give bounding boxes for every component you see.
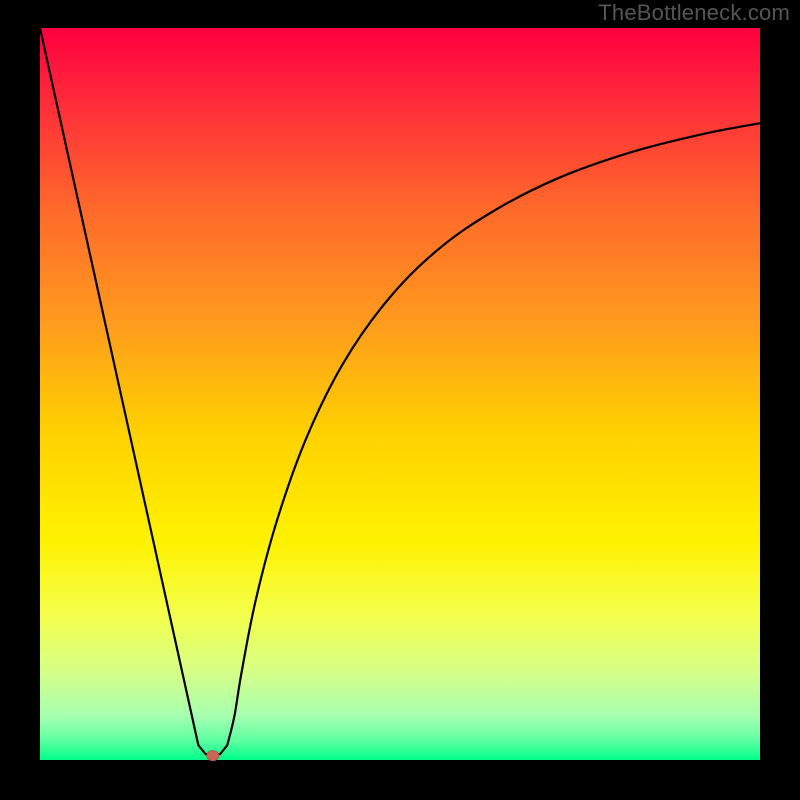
- chart-svg: [0, 0, 800, 800]
- optimal-point-marker: [207, 751, 219, 761]
- watermark-text: TheBottleneck.com: [598, 0, 790, 26]
- plot-background: [40, 28, 760, 760]
- bottleneck-chart: TheBottleneck.com: [0, 0, 800, 800]
